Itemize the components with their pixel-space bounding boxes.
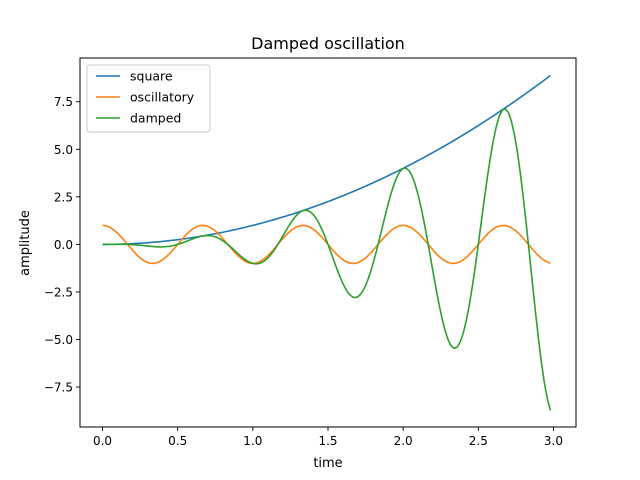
legend-label-damped: damped <box>130 111 181 126</box>
x-tick-label: 0.0 <box>93 434 112 448</box>
x-tick-label: 0.5 <box>168 434 187 448</box>
y-tick-label: 5.0 <box>54 143 73 157</box>
plot-lines <box>102 74 552 411</box>
y-tick-label: −5.0 <box>44 333 73 347</box>
series-line-square <box>102 74 551 246</box>
y-tick-label: 7.5 <box>54 95 73 109</box>
legend-box <box>86 64 211 133</box>
x-tick-label: 3.0 <box>544 434 563 448</box>
x-tick-label: 2.5 <box>469 434 488 448</box>
legend: square oscillatory damped <box>86 64 211 133</box>
y-tick-label: −2.5 <box>44 285 73 299</box>
y-tick-label: 0.0 <box>54 238 73 252</box>
x-axis-label: time <box>313 456 342 471</box>
x-tick-label: 1.5 <box>318 434 337 448</box>
y-tick-label: −7.5 <box>44 381 73 395</box>
y-axis-label: amplitude <box>18 210 33 276</box>
chart-title: Damped oscillation <box>251 34 405 53</box>
x-axis-ticks: 0.0 0.5 1.0 1.5 2.0 2.5 3.0 <box>93 427 563 448</box>
series-line-damped <box>102 108 552 411</box>
x-tick-label: 1.0 <box>243 434 262 448</box>
x-tick-label: 2.0 <box>394 434 413 448</box>
legend-label-oscillatory: oscillatory <box>130 90 195 105</box>
legend-label-square: square <box>130 69 173 84</box>
y-axis-ticks: −7.5 −5.0 −2.5 0.0 2.5 5.0 7.5 <box>44 95 80 395</box>
y-tick-label: 2.5 <box>54 190 73 204</box>
